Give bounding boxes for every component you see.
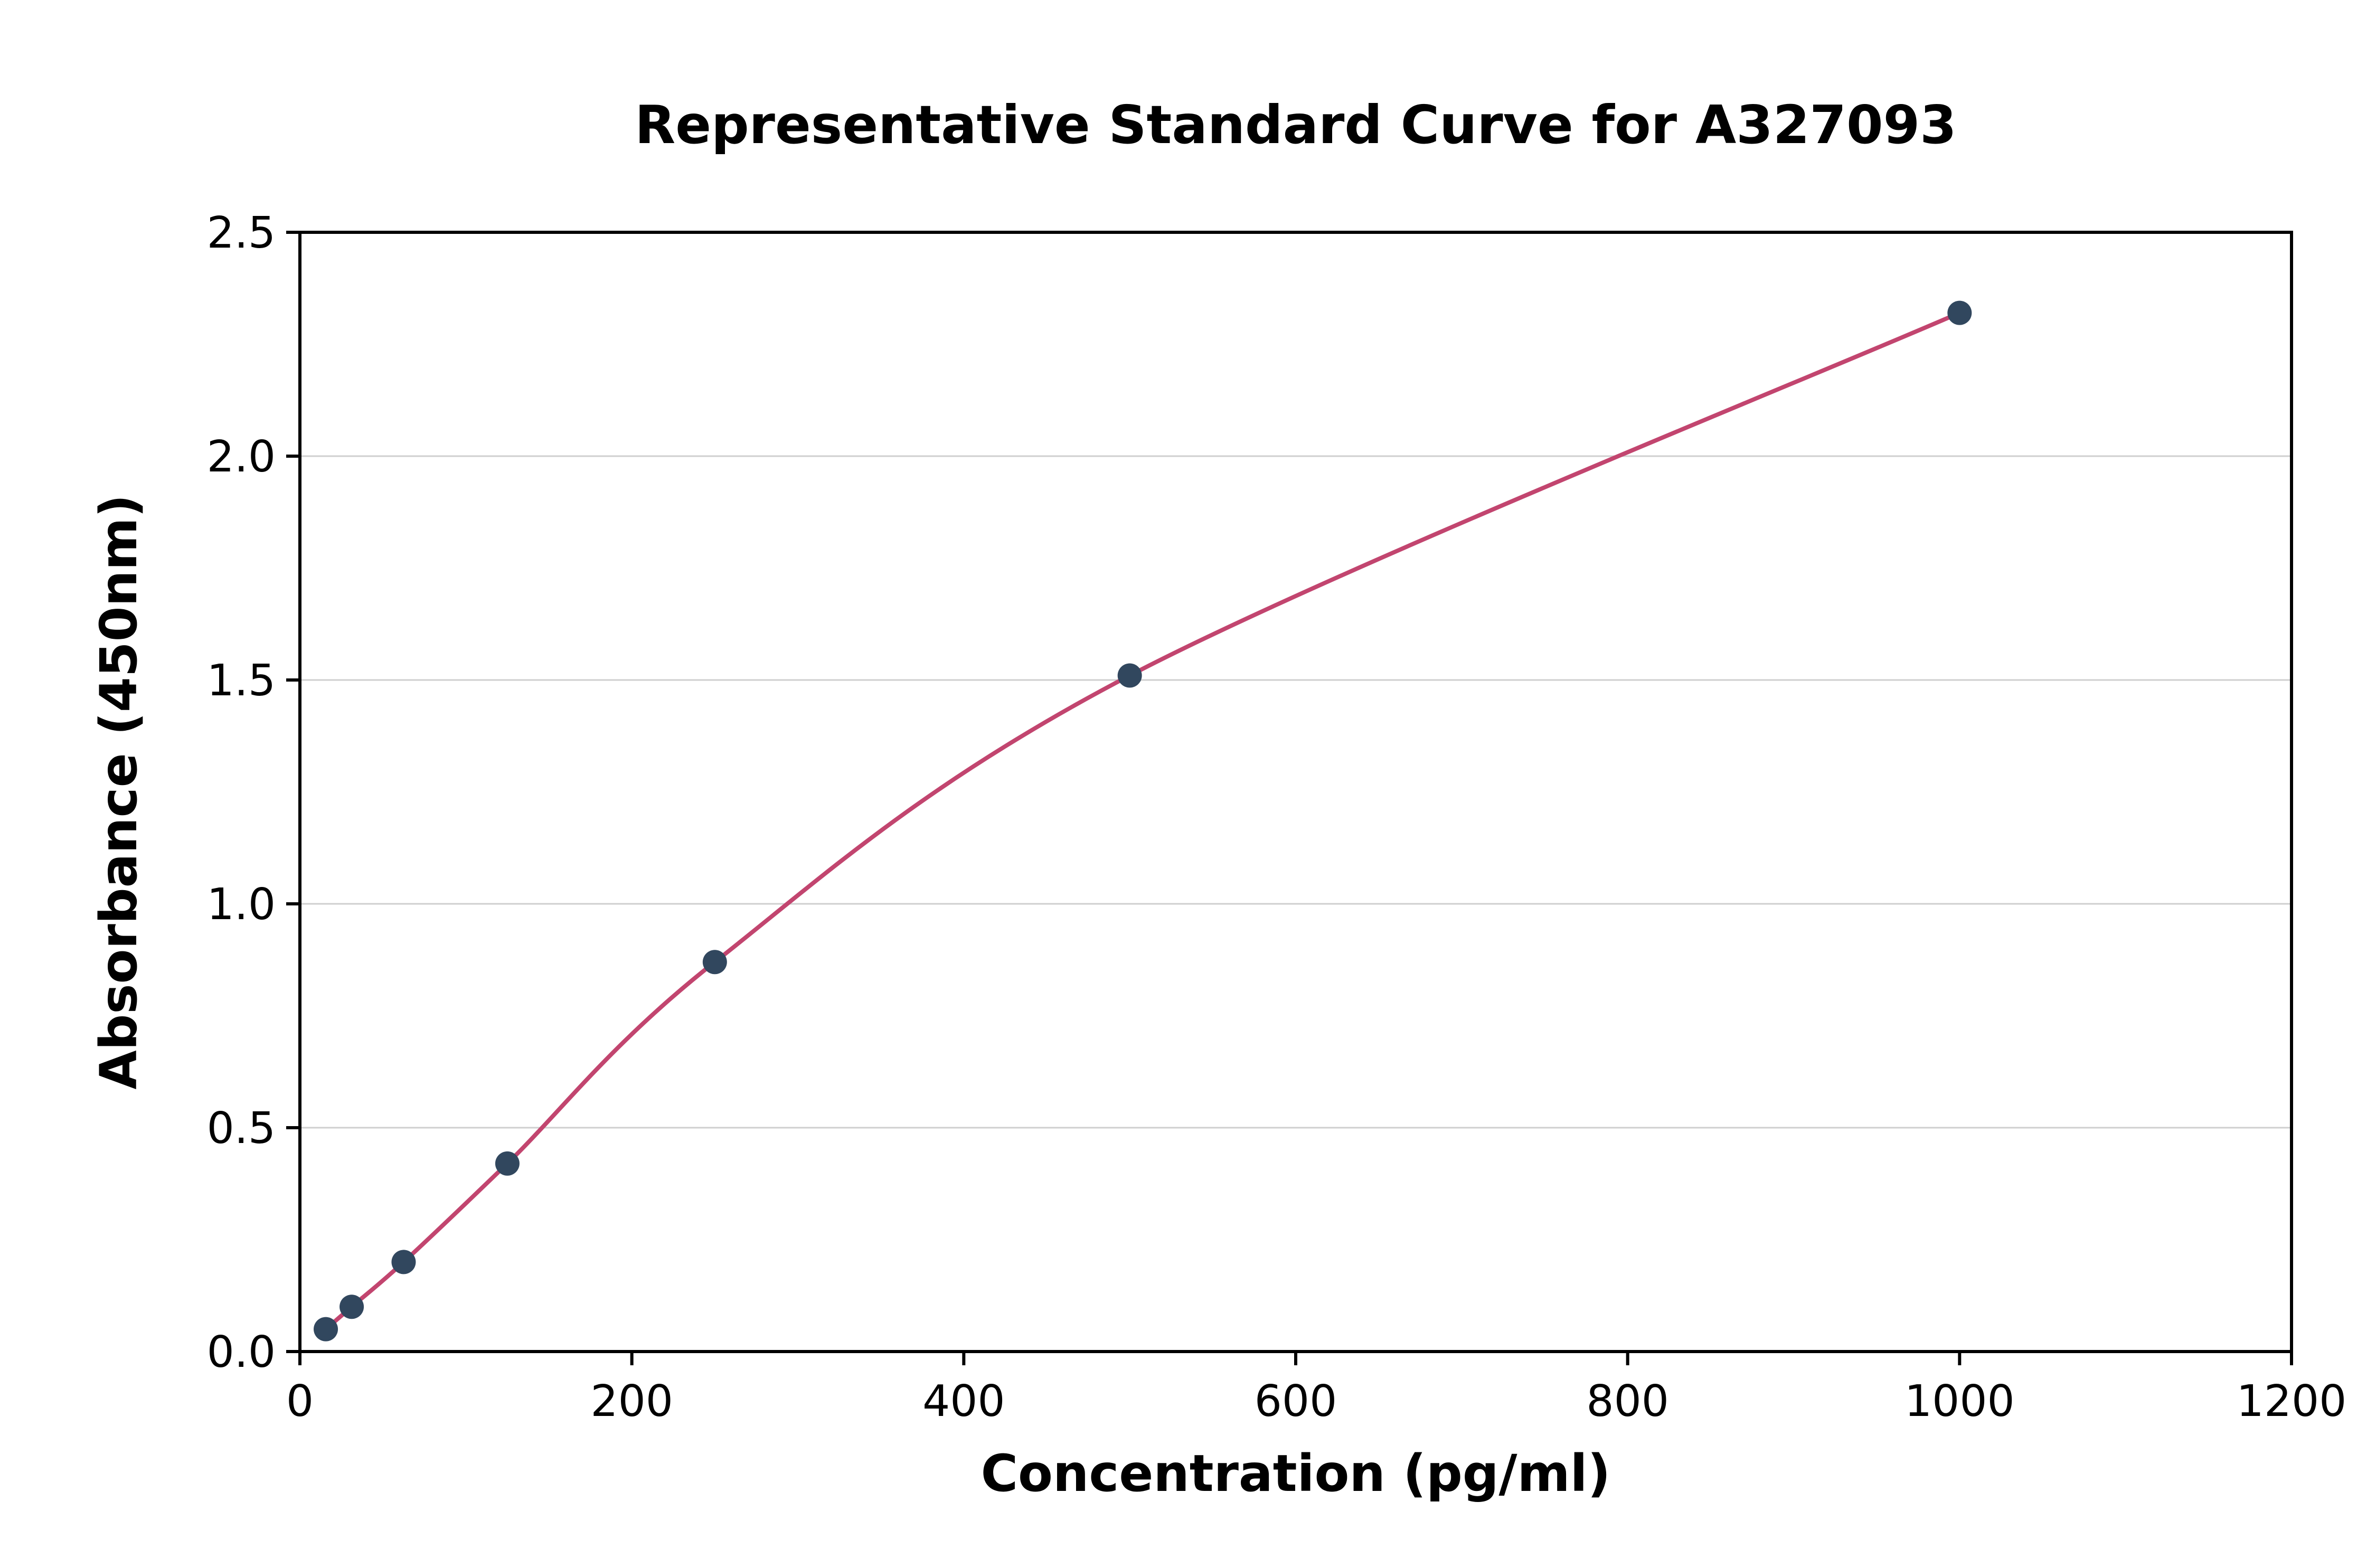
x-tick-label: 800 <box>1586 1376 1669 1427</box>
plot-border <box>298 231 2293 1353</box>
y-tick-label: 1.5 <box>207 656 276 706</box>
data-point <box>391 1250 416 1274</box>
x-tick-label: 200 <box>590 1376 673 1427</box>
y-tick-label: 2.5 <box>207 208 276 258</box>
x-tick-label: 600 <box>1255 1376 1337 1427</box>
x-tick-label: 0 <box>286 1376 314 1427</box>
data-point <box>702 950 727 975</box>
y-tick-label: 2.0 <box>207 432 276 482</box>
y-tick-label: 0.0 <box>207 1327 276 1377</box>
data-point <box>1117 663 1142 688</box>
y-tick-label: 0.5 <box>207 1103 276 1154</box>
x-tick-label: 1000 <box>1904 1376 2015 1427</box>
x-tick-label: 1200 <box>2237 1376 2347 1427</box>
data-point <box>340 1295 364 1319</box>
x-axis-label: Concentration (pg/ml) <box>980 1444 1611 1503</box>
data-point <box>314 1317 338 1342</box>
data-point <box>495 1151 520 1176</box>
chart-title: Representative Standard Curve for A32709… <box>635 94 1957 156</box>
data-point <box>1947 300 1972 325</box>
fit-curve <box>324 310 1962 1331</box>
x-tick-label: 400 <box>922 1376 1005 1427</box>
y-tick-label: 1.0 <box>207 880 276 930</box>
